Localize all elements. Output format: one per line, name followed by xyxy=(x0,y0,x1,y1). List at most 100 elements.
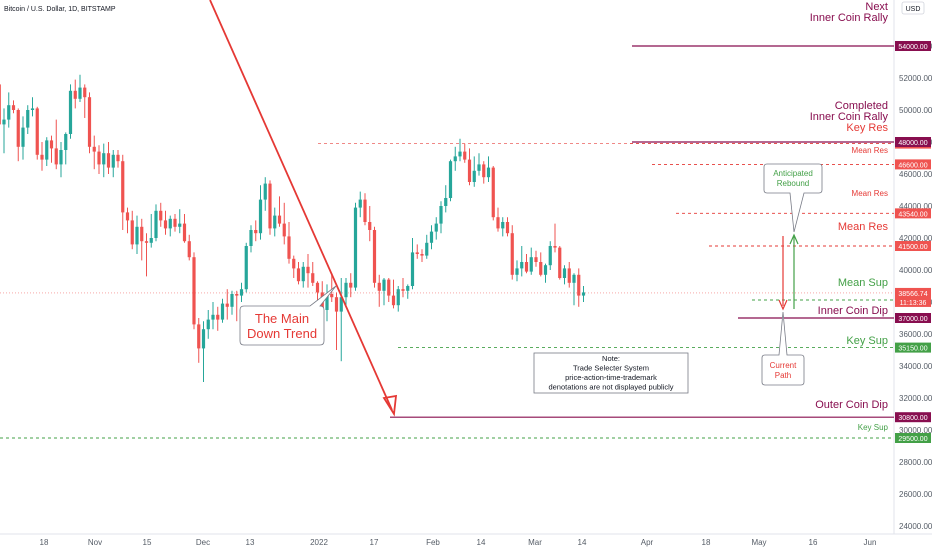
candle[interactable] xyxy=(410,238,415,290)
candle[interactable] xyxy=(567,262,571,288)
candle[interactable] xyxy=(296,262,301,285)
candle[interactable] xyxy=(401,278,405,298)
candle[interactable] xyxy=(510,225,514,280)
candle[interactable] xyxy=(287,222,291,264)
candle[interactable] xyxy=(315,281,320,301)
candle[interactable] xyxy=(130,210,134,250)
candle[interactable] xyxy=(501,217,505,237)
candle[interactable] xyxy=(534,250,538,267)
candle[interactable] xyxy=(368,206,372,242)
candle[interactable] xyxy=(97,145,101,174)
candle[interactable] xyxy=(363,193,367,226)
candle[interactable] xyxy=(349,273,353,298)
candle[interactable] xyxy=(558,246,562,280)
candle[interactable] xyxy=(439,201,443,234)
candle[interactable] xyxy=(292,255,296,278)
candle[interactable] xyxy=(87,92,92,154)
candle[interactable] xyxy=(83,84,87,118)
candle[interactable] xyxy=(458,138,462,162)
candle[interactable] xyxy=(249,225,253,253)
candle[interactable] xyxy=(230,290,234,315)
candle[interactable] xyxy=(477,153,481,176)
candle[interactable] xyxy=(197,318,201,363)
candle[interactable] xyxy=(306,254,310,288)
candle[interactable] xyxy=(268,180,272,235)
candle[interactable] xyxy=(282,202,286,245)
candle[interactable] xyxy=(54,119,58,170)
candle[interactable] xyxy=(486,156,491,182)
candle[interactable] xyxy=(539,252,543,277)
candle[interactable] xyxy=(444,185,448,213)
candle[interactable] xyxy=(382,278,386,306)
candle[interactable] xyxy=(173,214,177,232)
candle[interactable] xyxy=(339,278,343,362)
candle[interactable] xyxy=(434,217,438,240)
candle[interactable] xyxy=(330,273,334,302)
candle[interactable] xyxy=(149,214,153,248)
candle[interactable] xyxy=(311,262,315,286)
candle[interactable] xyxy=(45,137,49,166)
candle[interactable] xyxy=(11,100,16,114)
candle[interactable] xyxy=(358,191,362,218)
candle[interactable] xyxy=(49,135,54,163)
candle[interactable] xyxy=(581,286,586,302)
candle[interactable] xyxy=(406,284,410,299)
candle[interactable] xyxy=(68,84,73,139)
candle[interactable] xyxy=(187,234,191,261)
candle[interactable] xyxy=(182,214,187,243)
candle[interactable] xyxy=(102,143,106,178)
candle[interactable] xyxy=(258,185,263,240)
candle[interactable] xyxy=(273,207,277,237)
candle[interactable] xyxy=(325,284,329,322)
candle[interactable] xyxy=(7,92,11,128)
candle[interactable] xyxy=(16,108,20,162)
candle[interactable] xyxy=(577,268,581,307)
candle[interactable] xyxy=(220,298,225,323)
candle[interactable] xyxy=(21,116,25,160)
candle[interactable] xyxy=(263,177,267,211)
candle[interactable] xyxy=(529,247,533,275)
candle[interactable] xyxy=(429,225,434,250)
candle[interactable] xyxy=(154,204,158,242)
candle[interactable] xyxy=(121,154,125,230)
candle[interactable] xyxy=(543,263,548,283)
candle[interactable] xyxy=(391,279,396,309)
candle[interactable] xyxy=(192,252,196,330)
candle[interactable] xyxy=(467,148,472,186)
candle[interactable] xyxy=(211,302,215,330)
candle[interactable] xyxy=(125,207,130,234)
candle[interactable] xyxy=(562,265,567,285)
candle[interactable] xyxy=(216,306,220,331)
candle[interactable] xyxy=(353,202,358,291)
candle[interactable] xyxy=(168,215,172,237)
candle[interactable] xyxy=(520,246,524,277)
candle[interactable] xyxy=(30,97,35,117)
candle[interactable] xyxy=(64,132,68,165)
candle[interactable] xyxy=(2,108,6,154)
currency-button[interactable] xyxy=(901,1,925,15)
candle[interactable] xyxy=(301,262,305,288)
candle[interactable] xyxy=(239,282,244,302)
candle[interactable] xyxy=(415,244,419,259)
candle[interactable] xyxy=(548,241,552,270)
candle[interactable] xyxy=(553,223,557,253)
candle[interactable] xyxy=(116,150,120,168)
candle[interactable] xyxy=(491,166,495,221)
candle[interactable] xyxy=(40,142,44,171)
candle[interactable] xyxy=(225,289,229,320)
candle[interactable] xyxy=(178,209,182,234)
candle[interactable] xyxy=(372,226,377,288)
candle[interactable] xyxy=(420,249,424,262)
candle[interactable] xyxy=(111,150,115,178)
candle[interactable] xyxy=(135,215,139,254)
candle[interactable] xyxy=(106,142,111,174)
candle[interactable] xyxy=(235,290,239,322)
candle[interactable] xyxy=(59,142,63,178)
candle[interactable] xyxy=(344,278,348,307)
candle[interactable] xyxy=(0,76,1,132)
candle[interactable] xyxy=(26,105,30,134)
candle[interactable] xyxy=(387,278,391,302)
candle[interactable] xyxy=(144,233,149,277)
candle[interactable] xyxy=(482,161,486,184)
